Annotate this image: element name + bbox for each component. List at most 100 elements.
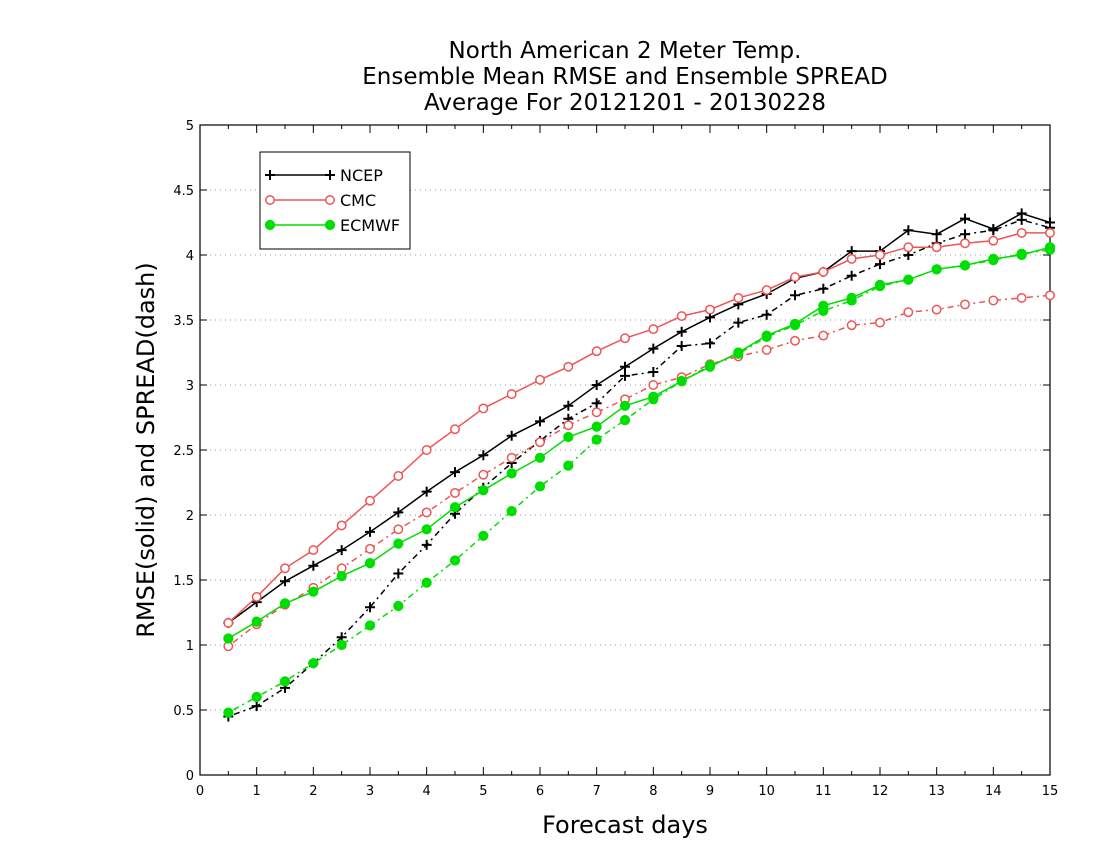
ncep-rmse-point	[393, 507, 404, 518]
chart-title: North American 2 Meter Temp. Ensemble Me…	[362, 38, 887, 116]
ecmwf-spread-point	[478, 530, 489, 541]
legend-label-ecmwf: ECMWF	[340, 216, 400, 235]
x-tick-label: 5	[479, 784, 487, 799]
cmc-rmse-point	[450, 424, 460, 435]
ncep-spread-point	[648, 367, 659, 377]
ecmwf-rmse-point	[619, 400, 631, 411]
ncep-rmse-point	[336, 545, 347, 556]
y-tick-label: 0.5	[173, 704, 194, 719]
ncep-spread-line	[228, 219, 1051, 718]
cmc-rmse-point	[818, 266, 829, 277]
ecmwf-spread-point	[421, 577, 432, 588]
cmc-rmse-point	[988, 235, 999, 246]
cmc-rmse-point	[223, 617, 234, 628]
ncep-rmse-point	[450, 467, 460, 478]
legend-marker-ncep	[265, 170, 275, 180]
cmc-rmse-point	[875, 250, 885, 260]
chart-title-line-3: Average For 20121201 - 20130228	[424, 90, 826, 116]
ecmwf-rmse-point	[251, 616, 262, 627]
ncep-rmse-point	[620, 361, 630, 372]
ecmwf-spread-point	[506, 506, 517, 517]
x-tick-label: 15	[1042, 784, 1059, 799]
ecmwf-rmse-point	[279, 598, 291, 609]
cmc-rmse-point	[903, 242, 914, 253]
legend-marker-cmc	[325, 195, 335, 205]
ecmwf-spread-point	[364, 620, 376, 631]
ncep-spread-point	[761, 309, 772, 320]
ncep-rmse-point	[1016, 208, 1027, 219]
legend-marker-cmc	[265, 195, 275, 205]
ecmwf-spread-point	[534, 481, 546, 492]
ncep-rmse-point	[421, 486, 432, 497]
cmc-rmse-point	[931, 242, 942, 253]
x-tick-label: 4	[423, 784, 431, 799]
cmc-rmse-point	[506, 389, 517, 400]
ncep-spread-point	[960, 229, 970, 240]
y-tick-label: 2.5	[173, 444, 194, 459]
cmc-spread-point	[761, 344, 772, 355]
cmc-spread-point	[478, 469, 489, 480]
legend-marker-ncep	[325, 170, 335, 180]
ncep-spread-point	[365, 602, 375, 613]
cmc-rmse-point	[365, 495, 375, 506]
ecmwf-rmse-point	[421, 524, 432, 535]
ncep-rmse-point	[280, 576, 290, 587]
ecmwf-rmse-point	[591, 421, 602, 432]
x-tick-label: 1	[253, 784, 261, 799]
x-tick-label: 2	[309, 784, 317, 799]
ecmwf-spread-point	[563, 460, 574, 471]
y-tick-label: 1	[186, 639, 194, 654]
cmc-rmse-point	[846, 253, 857, 264]
ecmwf-rmse-point	[563, 431, 574, 443]
series-ecmwf	[223, 242, 1056, 718]
ncep-spread-point	[846, 270, 857, 281]
cmc-rmse-point	[761, 285, 772, 296]
cmc-spread-point	[506, 452, 517, 463]
ecmwf-rmse-point	[761, 330, 772, 341]
series-layer	[223, 208, 1056, 722]
ncep-spread-point	[676, 341, 687, 351]
cmc-spread-point	[365, 543, 375, 554]
ecmwf-rmse-point	[534, 452, 546, 463]
ncep-spread-point	[393, 568, 404, 579]
ncep-spread-point	[421, 539, 432, 550]
cmc-rmse-point	[790, 272, 800, 283]
ncep-rmse-point	[988, 224, 999, 234]
x-tick-label: 8	[649, 784, 657, 799]
ecmwf-rmse-point	[364, 558, 376, 569]
cmc-rmse-point	[563, 361, 574, 372]
ncep-rmse-point	[591, 380, 602, 390]
ncep-rmse-point	[308, 560, 319, 571]
ncep-rmse-point	[535, 416, 545, 427]
ecmwf-spread-line	[227, 249, 1051, 714]
legend-marker-ecmwf	[264, 219, 276, 231]
ecmwf-rmse-point	[1016, 249, 1027, 261]
ecmwf-rmse-point	[818, 300, 829, 311]
ecmwf-rmse-line	[227, 246, 1051, 640]
cmc-spread-point	[1016, 292, 1027, 303]
ncep-spread-point	[790, 290, 800, 301]
y-tick-label: 0	[186, 769, 194, 784]
ncep-rmse-point	[931, 229, 942, 240]
cmc-spread-point	[903, 307, 914, 318]
cmc-spread-point	[648, 380, 659, 390]
x-tick-label: 12	[872, 784, 889, 799]
y-tick-label: 3.5	[173, 314, 194, 329]
legend: NCEP CMC ECMWF	[259, 151, 411, 250]
ecmwf-rmse-point	[308, 586, 319, 597]
ecmwf-rmse-point	[223, 633, 234, 644]
ecmwf-rmse-point	[676, 376, 687, 387]
y-tick-label: 5	[186, 119, 194, 134]
ecmwf-rmse-point	[393, 538, 404, 549]
y-axis-label: RMSE(solid) and SPREAD(dash)	[132, 262, 160, 638]
ecmwf-spread-point	[449, 555, 461, 566]
ecmwf-rmse-point	[506, 468, 517, 479]
cmc-spread-point	[790, 335, 800, 346]
cmc-rmse-point	[620, 333, 630, 344]
x-tick-label: 11	[815, 784, 832, 799]
x-tick-label: 13	[928, 784, 945, 799]
ecmwf-rmse-point	[648, 391, 659, 402]
cmc-rmse-point	[705, 304, 715, 315]
ncep-spread-point	[620, 370, 630, 381]
